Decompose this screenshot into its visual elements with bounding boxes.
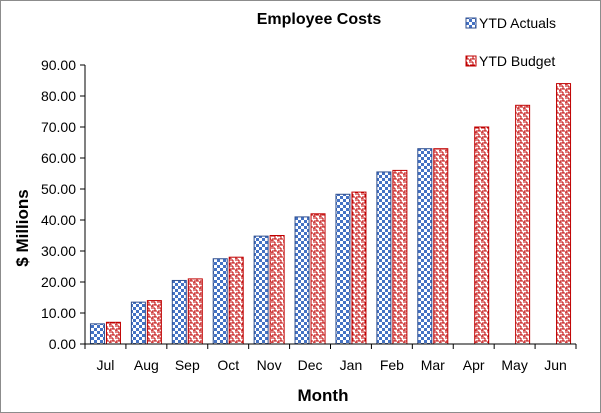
bar-budget-aug	[146, 300, 162, 345]
y-tick-label: 20.00	[41, 274, 76, 290]
bar-series	[89, 83, 572, 345]
legend-entry-budget: YTD Budget	[465, 53, 555, 69]
x-tick-label: Sep	[175, 357, 200, 373]
y-tick-label: 70.00	[41, 119, 76, 135]
bar-budget-dec	[310, 213, 326, 345]
bar-budget-apr	[474, 126, 490, 345]
x-tick-label: May	[501, 357, 527, 373]
y-tick-label: 0.00	[49, 336, 76, 352]
y-axis-title: $ Millions	[13, 189, 32, 266]
bar-actuals-oct	[212, 258, 228, 345]
bar-budget-jul	[105, 321, 121, 345]
legend-label-budget: YTD Budget	[479, 53, 555, 69]
bar-actuals-jul	[89, 323, 105, 345]
x-tick-label: Oct	[217, 357, 239, 373]
x-axis-title: Month	[298, 386, 349, 405]
y-tick-label: 90.00	[41, 57, 76, 73]
x-tick-label: Apr	[463, 357, 485, 373]
bar-actuals-dec	[294, 216, 310, 345]
y-tick-label: 10.00	[41, 305, 76, 321]
chart-title: Employee Costs	[257, 11, 382, 28]
legend-label-actuals: YTD Actuals	[479, 15, 556, 31]
x-tick-label: Feb	[380, 357, 404, 373]
y-axis-ticks: 0.00 10.00 20.00 30.00 40.00 50.00 60.00 70.00 8…	[41, 57, 85, 352]
y-tick-label: 60.00	[41, 150, 76, 166]
bar-budget-feb	[392, 169, 408, 345]
x-tick-label: Dec	[298, 357, 323, 373]
x-tick-label: Jan	[340, 357, 363, 373]
bar-budget-mar	[433, 148, 449, 345]
y-tick-label: 50.00	[41, 181, 76, 197]
y-tick-label: 40.00	[41, 212, 76, 228]
x-tick-label: Mar	[421, 357, 445, 373]
bar-actuals-jan	[335, 193, 351, 345]
x-axis-ticks: Jul Aug Sep Oct Nov Dec Jan Feb Mar Apr May Jun	[84, 344, 577, 373]
bar-actuals-feb	[376, 171, 392, 345]
bar-budget-may	[515, 104, 531, 345]
legend-swatch-actuals	[465, 17, 477, 29]
bar-budget-jun	[556, 83, 572, 345]
bar-budget-jan	[351, 191, 367, 345]
legend: YTD Actuals YTD Budget	[465, 15, 556, 69]
legend-entry-actuals: YTD Actuals	[465, 15, 556, 31]
x-tick-label: Jul	[97, 357, 115, 373]
bar-actuals-aug	[130, 301, 146, 345]
x-tick-label: Nov	[257, 357, 282, 373]
bar-budget-oct	[228, 256, 244, 345]
bar-budget-nov	[269, 235, 285, 345]
x-tick-label: Jun	[544, 357, 567, 373]
legend-swatch-budget	[465, 55, 477, 67]
bar-actuals-mar	[417, 148, 433, 345]
y-tick-label: 80.00	[41, 88, 76, 104]
x-tick-label: Aug	[134, 357, 159, 373]
bar-budget-sep	[187, 278, 203, 345]
bar-actuals-nov	[253, 235, 269, 345]
y-tick-label: 30.00	[41, 243, 76, 259]
bar-actuals-sep	[171, 279, 187, 345]
